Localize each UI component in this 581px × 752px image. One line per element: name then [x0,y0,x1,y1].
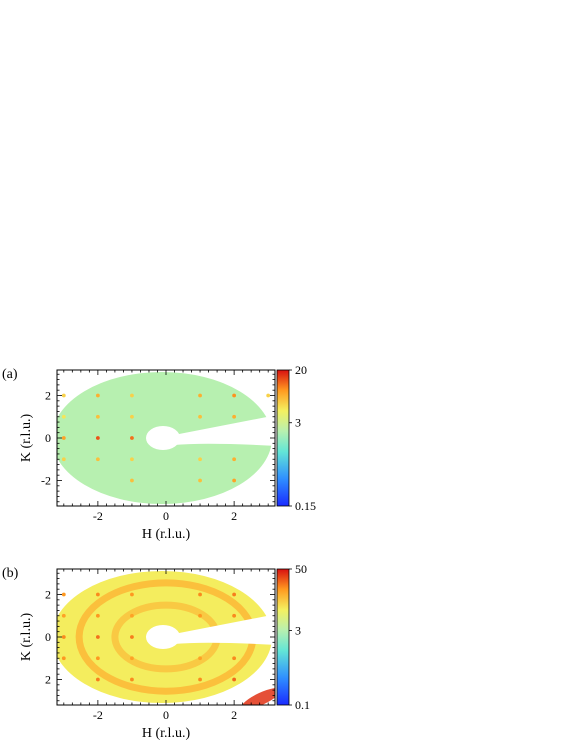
bragg-peak [61,457,66,462]
panel-label: (b) [2,566,19,581]
beam-stop-hole [146,426,180,450]
y-axis-label: K (r.l.u.) [19,414,34,463]
bragg-peak [232,414,237,419]
y-tick-label: 2 [45,389,51,403]
y-tick-label: 2 [45,673,51,687]
bragg-peak [95,414,100,419]
bragg-peak [232,656,237,661]
panel-b: -2 0 2 2 0 2 H (r.l.u.) K (r.l.u.) (b) 50 3 0.1 [2,562,310,741]
bragg-peak [232,592,237,597]
bragg-peak [266,393,271,398]
beam-stop-hole [146,625,180,649]
bragg-peak [198,677,202,682]
panel-a: -2 0 2 -2 0 2 H (r.l.u.) K (r.l.u.) (a) 20 3 0.15 [2,363,316,542]
bragg-peak [198,592,202,597]
bragg-peak [61,436,66,440]
y-tick-label: 2 [45,588,51,602]
bragg-peak [95,635,100,639]
colorbar-tick-label: 20 [295,363,307,377]
bragg-peak [61,393,66,398]
bragg-peak [130,677,134,682]
heatmap-area [57,372,275,504]
bragg-peak [130,436,134,440]
bragg-peak [95,613,100,618]
x-axis-label: H (r.l.u.) [142,726,191,741]
bragg-peak [198,457,202,462]
bragg-peak [198,656,202,661]
bragg-peak [95,592,100,597]
colorbar [276,568,290,706]
bragg-peak [130,414,134,419]
colorbar-tick-label: 0.1 [295,698,310,712]
x-tick-label: 0 [163,708,169,722]
bragg-peak [95,436,100,440]
x-tick-label: 2 [231,708,237,722]
y-tick-label: -2 [41,474,51,488]
bragg-peak [61,592,66,597]
colorbar-tick-label: 0.15 [295,499,316,513]
bragg-peak [130,393,134,398]
bragg-peak [130,656,134,661]
heatmap-area [57,571,275,705]
panel-label: (a) [2,367,18,382]
x-tick-label: -2 [93,708,103,722]
colorbar-tick-label: 3 [295,416,301,430]
beam-shadow-wedge [174,614,275,645]
colorbar [276,369,290,507]
bragg-peak [232,393,237,398]
x-tick-label: 2 [231,509,237,523]
bragg-peak [95,393,100,398]
y-tick-label: 0 [45,431,51,445]
bragg-peak [130,457,134,462]
bragg-peak [61,414,66,419]
bragg-peak [198,478,202,483]
y-tick-label: 0 [45,630,51,644]
bragg-peak [95,457,100,462]
x-tick-label: 0 [163,509,169,523]
colorbar-tick-label: 50 [295,562,307,576]
y-axis-label: K (r.l.u.) [19,613,34,662]
bragg-peak [130,592,134,597]
bragg-peak [198,414,202,419]
bragg-peak [130,478,134,483]
bragg-peak [198,613,202,618]
bragg-peak [232,457,237,462]
beam-shadow-wedge [174,415,275,446]
colorbar-tick-label: 3 [295,624,301,638]
bragg-peak [232,478,237,483]
bragg-peak [61,635,66,639]
x-axis-label: H (r.l.u.) [142,527,191,542]
bragg-peak [95,656,100,661]
bragg-peak [61,613,66,618]
bragg-peak [232,677,237,682]
bragg-peak [198,393,202,398]
bragg-peak [232,613,237,618]
bragg-peak [95,677,100,682]
bragg-peak [130,635,134,639]
bragg-peak [61,656,66,661]
bragg-peak [130,613,134,618]
x-tick-label: -2 [93,509,103,523]
